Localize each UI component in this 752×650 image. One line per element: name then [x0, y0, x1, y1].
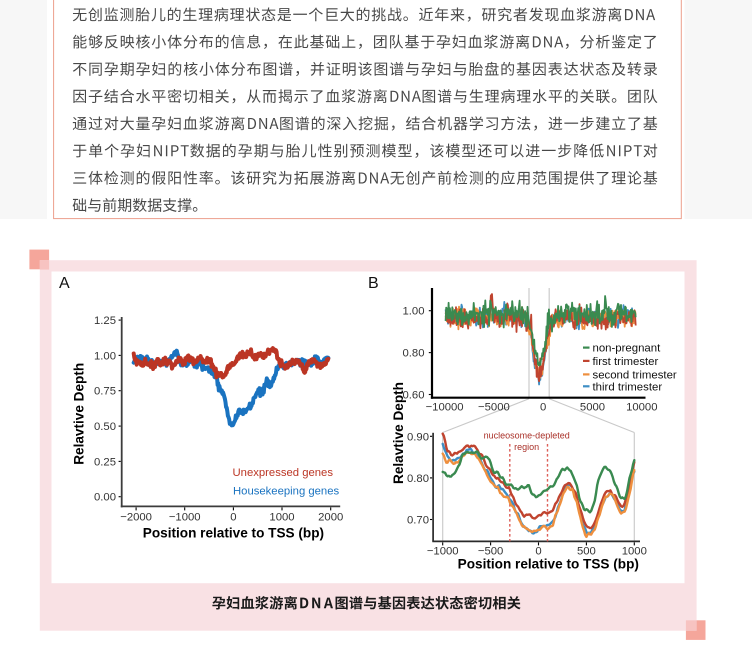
svg-text:Unexpressed genes: Unexpressed genes [233, 467, 334, 479]
svg-text:non-pregnant: non-pregnant [593, 343, 662, 355]
svg-text:region: region [514, 442, 539, 452]
svg-text:0: 0 [535, 545, 541, 557]
svg-text:500: 500 [577, 545, 596, 557]
svg-text:B: B [368, 275, 379, 292]
svg-text:−1000: −1000 [169, 511, 201, 523]
svg-text:0.60: 0.60 [403, 390, 425, 402]
svg-text:−500: −500 [478, 545, 503, 557]
svg-text:third trimester: third trimester [593, 381, 663, 393]
svg-text:1000: 1000 [269, 511, 294, 523]
svg-text:0.80: 0.80 [407, 473, 429, 485]
svg-text:1.00: 1.00 [403, 306, 425, 318]
svg-text:Relavtive Depth: Relavtive Depth [72, 363, 87, 465]
svg-text:−2000: −2000 [120, 511, 152, 523]
svg-text:0: 0 [230, 511, 236, 523]
svg-text:−10000: −10000 [426, 402, 464, 414]
svg-text:0.75: 0.75 [94, 386, 116, 398]
svg-text:10000: 10000 [626, 402, 657, 414]
svg-text:Position relative to TSS (bp): Position relative to TSS (bp) [143, 526, 324, 541]
svg-text:0: 0 [540, 402, 546, 414]
svg-text:first trimester: first trimester [593, 356, 659, 368]
svg-text:Position relative to TSS (bp): Position relative to TSS (bp) [458, 557, 639, 572]
svg-text:nucleosome-depleted: nucleosome-depleted [484, 431, 570, 441]
svg-text:Relavtive Depth: Relavtive Depth [391, 382, 406, 484]
svg-text:Housekeeping genes: Housekeeping genes [233, 486, 339, 498]
svg-text:−1000: −1000 [427, 545, 459, 557]
svg-text:0.50: 0.50 [94, 421, 116, 433]
svg-text:0.70: 0.70 [407, 515, 429, 527]
svg-text:0.00: 0.00 [94, 492, 116, 504]
svg-text:second trimester: second trimester [593, 369, 677, 381]
svg-text:1.00: 1.00 [94, 350, 116, 362]
svg-text:1000: 1000 [622, 545, 647, 557]
svg-text:0.80: 0.80 [403, 348, 425, 360]
svg-text:0.90: 0.90 [407, 431, 429, 443]
svg-text:1.25: 1.25 [94, 315, 116, 327]
svg-text:2000: 2000 [318, 511, 343, 523]
svg-text:5000: 5000 [580, 402, 605, 414]
svg-text:−5000: −5000 [478, 402, 510, 414]
svg-text:A: A [59, 275, 70, 292]
svg-text:0.25: 0.25 [94, 456, 116, 468]
